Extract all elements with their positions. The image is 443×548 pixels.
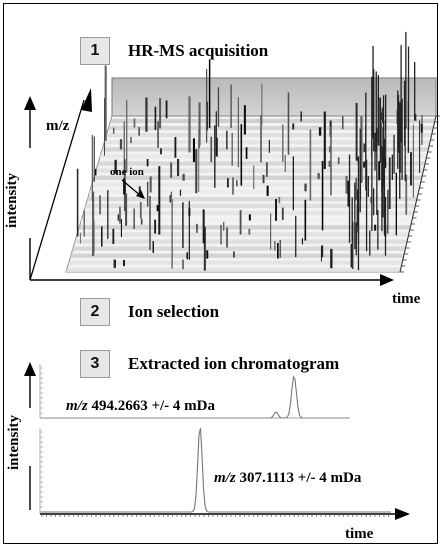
ion-trace-band bbox=[68, 260, 403, 265]
eic-trace-bottom-yticks bbox=[40, 431, 43, 513]
ion-trace-band bbox=[99, 154, 428, 159]
eic-intensity-arrowhead bbox=[24, 362, 36, 376]
step-3-header: 3 Extracted ion chromatogram bbox=[80, 350, 339, 378]
ion-trace-band bbox=[70, 253, 405, 258]
ion-trace-band bbox=[91, 182, 421, 187]
ion-trace-band bbox=[103, 140, 431, 145]
ion-trace-band bbox=[78, 225, 411, 230]
trace-bottom-mz-label: m/z 307.1113 +/- 4 mDa bbox=[214, 470, 362, 486]
ion-trace-band bbox=[101, 147, 429, 152]
step-1-badge: 1 bbox=[80, 37, 110, 65]
ion-trace-band bbox=[109, 118, 436, 124]
ion-trace-band bbox=[93, 175, 423, 180]
trace-top-mz-label: m/z 494.2663 +/- 4 mDa bbox=[66, 398, 215, 414]
ion-trace-band bbox=[86, 196, 418, 202]
one-ion-annotation: one ion bbox=[110, 166, 144, 178]
mz-axis bbox=[29, 99, 85, 281]
panel3-intensity-label: intensity bbox=[6, 414, 22, 470]
ion-trace-band bbox=[82, 211, 415, 216]
one-ion-pointer bbox=[121, 179, 142, 197]
step-2-badge: 2 bbox=[80, 298, 110, 326]
ion-trace-band bbox=[66, 267, 401, 272]
ion-trace-band bbox=[76, 232, 410, 237]
mass-peaks bbox=[76, 31, 423, 271]
ion-trace-band bbox=[84, 203, 416, 209]
mz-tick-ruler bbox=[399, 115, 440, 273]
panel1-time-label: time bbox=[392, 291, 421, 307]
eic-time-ticks bbox=[41, 514, 389, 517]
panel3-time-label: time bbox=[345, 526, 374, 542]
step-3-label: Extracted ion chromatogram bbox=[128, 354, 340, 373]
time-axis-arrowhead bbox=[380, 274, 394, 286]
one-ion-pointer-head bbox=[136, 190, 145, 199]
ion-trace-band bbox=[74, 239, 408, 244]
eic-time-arrowhead bbox=[395, 508, 410, 520]
step-1-header: 1 HR-MS acquisition bbox=[80, 37, 268, 65]
ion-trace-band bbox=[105, 133, 433, 138]
step-1-label: HR-MS acquisition bbox=[128, 41, 269, 60]
step-2-header: 2 Ion selection bbox=[80, 298, 219, 326]
panel1-mz-label: m/z bbox=[46, 118, 70, 134]
eic-trace-bottom bbox=[40, 428, 391, 513]
ion-trace-band bbox=[97, 161, 426, 166]
figure-frame bbox=[3, 3, 438, 544]
eic-trace-top-yticks bbox=[40, 367, 43, 419]
ion-trace-band bbox=[80, 218, 413, 223]
step-3-badge: 3 bbox=[80, 350, 110, 378]
step-2-label: Ion selection bbox=[128, 302, 220, 321]
mz-axis-arrowhead bbox=[81, 88, 92, 112]
intensity-axis-arrowhead bbox=[24, 96, 36, 110]
panel1-intensity-label: intensity bbox=[4, 172, 20, 228]
